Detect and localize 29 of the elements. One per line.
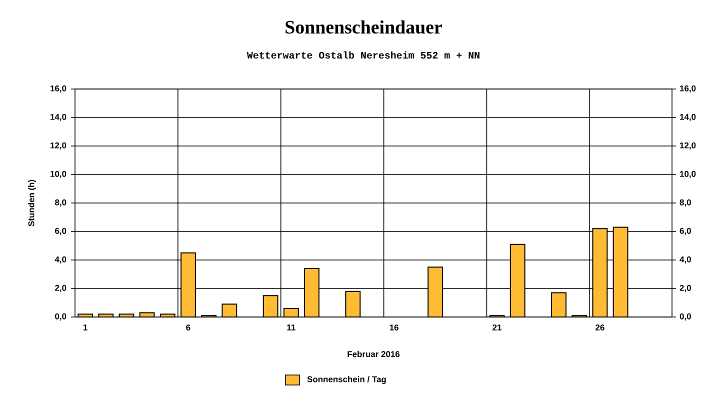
y2-tick-label: 8,0 (680, 199, 691, 207)
y2-tick-label: 16,0 (680, 85, 696, 93)
y2-tick-label: 0,0 (680, 313, 691, 321)
y2-tick-label: 14,0 (680, 114, 696, 122)
x-tick-label: 16 (390, 324, 398, 330)
legend-label: Sonnenschein / Tag (307, 376, 386, 384)
x-axis-title: Februar 2016 (348, 350, 400, 358)
y-tick-label: 2,0 (55, 284, 66, 292)
y2-tick-label: 10,0 (680, 170, 696, 178)
x-tick-label: 21 (492, 324, 502, 330)
y-tick-label: 0,0 (55, 313, 66, 321)
y-tick-label: 6,0 (55, 228, 66, 236)
chart-subtitle: Wetterwarte Ostalb Neresheim 552 m + NN (246, 51, 480, 59)
y-tick-label: 16,0 (50, 85, 66, 93)
x-tick-label: 26 (596, 324, 604, 330)
y-tick-label: 4,0 (54, 256, 66, 264)
chart-title: Sonnenscheindauer (286, 20, 442, 34)
y2-tick-label: 2,0 (680, 284, 691, 292)
x-tick-label: 1 (83, 324, 88, 330)
y-axis-title: Stunden (h) (28, 180, 36, 226)
y2-tick-label: 12,0 (680, 142, 696, 150)
y2-tick-label: 6,0 (680, 228, 691, 236)
x-tick-label: 6 (186, 324, 190, 330)
y2-tick-label: 4,0 (680, 256, 691, 264)
y-tick-label: 14,0 (50, 114, 66, 122)
x-tick-label: 11 (287, 324, 296, 330)
y-tick-label: 8,0 (54, 199, 66, 207)
y-tick-label: 10,0 (50, 170, 66, 178)
y-tick-label: 12,0 (50, 142, 66, 150)
